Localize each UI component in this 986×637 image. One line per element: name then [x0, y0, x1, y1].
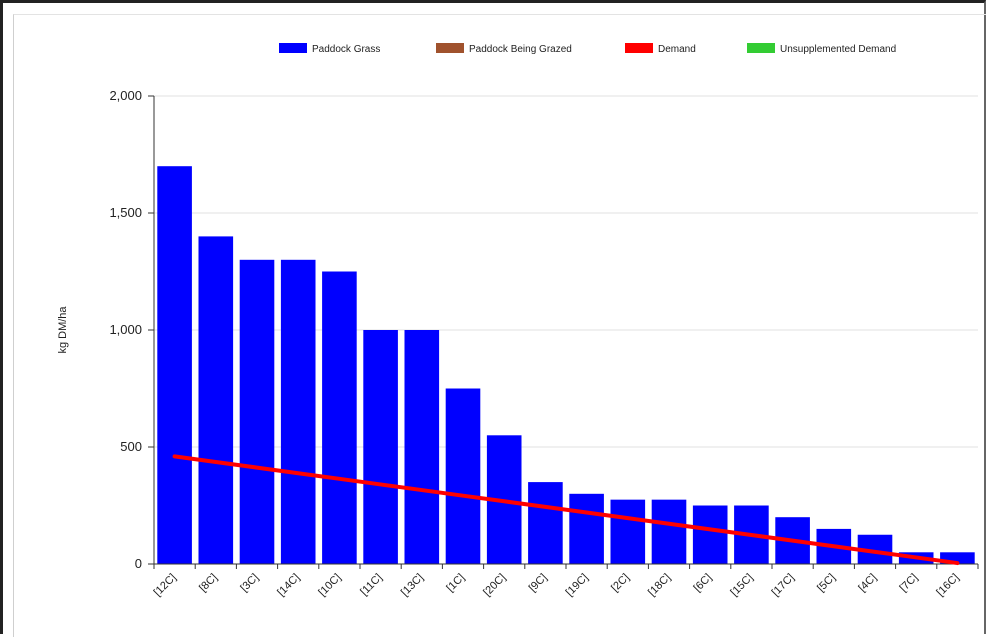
- legend-label: Paddock Grass: [312, 44, 380, 55]
- x-tick-label: [10C]: [316, 572, 343, 599]
- y-tick-labels: 2,000 1,500 1,000 500 0: [109, 88, 142, 571]
- bar-6C: [692, 505, 728, 564]
- bar-11C: [363, 330, 398, 564]
- y-tick-label: 2,000: [109, 88, 142, 103]
- x-tick-label: [20C]: [481, 572, 508, 599]
- legend-label: Demand: [658, 44, 696, 55]
- y-axis-title: kg DM/ha: [57, 306, 69, 354]
- bar-9C: [528, 482, 563, 564]
- x-tick-label: [9C]: [527, 572, 550, 595]
- bar-2C: [610, 499, 646, 564]
- demand-line: [172, 454, 960, 566]
- legend: Paddock Grass Paddock Being Grazed Demand U…: [279, 43, 896, 55]
- x-tick-label: [8C]: [197, 572, 220, 595]
- demand-line-layer: [172, 454, 960, 566]
- x-tick-label: [5C]: [815, 572, 838, 595]
- bar-10C: [322, 271, 357, 564]
- legend-swatch: [279, 43, 307, 53]
- bar-13C: [404, 330, 440, 564]
- bar-12C: [157, 166, 192, 564]
- x-tick-label: [19C]: [564, 572, 591, 599]
- bars-paddock-grass: [157, 166, 975, 564]
- y-tick-label: 1,500: [109, 205, 142, 220]
- paddock-chart: Paddock Grass Paddock Being Grazed Demand U…: [57, 43, 979, 599]
- bar-16C: [940, 552, 975, 564]
- x-tick-label: [13C]: [399, 572, 426, 599]
- x-tick-labels: [12C] [8C] [3C] [14C] [10C] [11C] [13C] [1C] [20…: [152, 572, 962, 599]
- y-tick-label: 1,000: [109, 322, 142, 337]
- y-tick-label: 0: [135, 556, 142, 571]
- bar-8C: [198, 236, 234, 564]
- bar-1C: [445, 388, 481, 564]
- legend-swatch: [436, 43, 464, 53]
- x-tick-label: [1C]: [444, 572, 467, 595]
- chart-panel: Paddock Grass Paddock Being Grazed Demand U…: [13, 14, 986, 637]
- bar-3C: [239, 259, 275, 564]
- x-tick-label: [12C]: [152, 572, 179, 599]
- x-tick-label: [17C]: [770, 572, 797, 599]
- x-tick-label: [18C]: [646, 572, 673, 599]
- x-tick-label: [6C]: [692, 572, 715, 595]
- x-tick-label: [2C]: [609, 572, 632, 595]
- legend-label: Paddock Being Grazed: [469, 44, 572, 55]
- x-tick-label: [14C]: [275, 572, 302, 599]
- x-tick-label: [7C]: [898, 572, 921, 595]
- x-tick-label: [4C]: [856, 572, 879, 595]
- bar-19C: [569, 493, 604, 564]
- x-tick-label: [15C]: [728, 572, 755, 599]
- x-tick-label: [3C]: [238, 572, 261, 595]
- axes: [153, 96, 979, 569]
- bar-18C: [651, 499, 687, 564]
- legend-swatch: [747, 43, 775, 53]
- bar-14C: [280, 259, 316, 564]
- y-tick-label: 500: [120, 439, 142, 454]
- legend-label: Unsupplemented Demand: [780, 44, 896, 55]
- x-tick-label: [11C]: [358, 572, 385, 599]
- x-tick-label: [16C]: [934, 572, 961, 599]
- legend-swatch: [625, 43, 653, 53]
